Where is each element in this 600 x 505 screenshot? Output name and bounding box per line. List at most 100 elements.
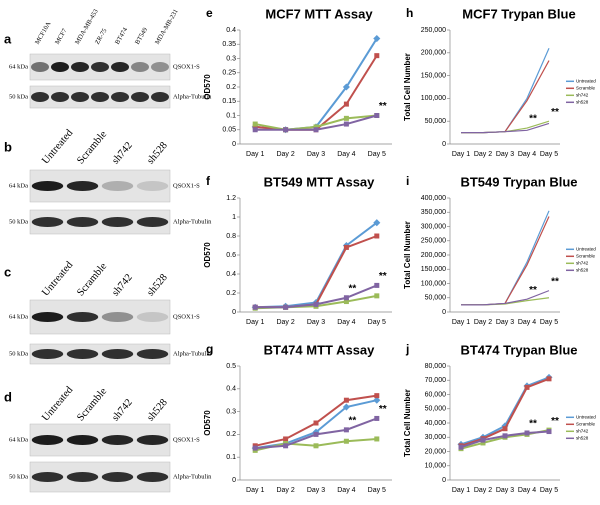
mw-label: 64 kDa xyxy=(9,182,28,189)
data-point xyxy=(480,440,486,446)
data-point xyxy=(373,219,381,227)
lane-label: sh742 xyxy=(110,397,135,423)
data-point xyxy=(252,304,258,310)
y-axis-label: Total Cell Number xyxy=(403,53,412,121)
data-point xyxy=(313,431,319,437)
lane-label: sh742 xyxy=(110,140,135,166)
y-tick-label: 200,000 xyxy=(421,50,446,57)
lane-label: BT549 xyxy=(134,27,149,46)
blot-band xyxy=(71,62,89,72)
legend-label: Scramble xyxy=(576,85,596,90)
data-point xyxy=(524,384,530,390)
legend-label: sh742 xyxy=(576,92,589,97)
data-point xyxy=(374,393,380,399)
data-line xyxy=(255,235,378,309)
data-point xyxy=(343,244,349,250)
y-tick-label: 60,000 xyxy=(425,391,447,398)
x-tick-label: Day 1 xyxy=(246,319,264,326)
lane-label: sh528 xyxy=(145,140,170,166)
blot-band xyxy=(31,217,64,227)
data-line xyxy=(461,290,550,306)
legend-label: Scramble xyxy=(576,253,596,258)
legend-label: sh742 xyxy=(576,428,589,433)
data-point xyxy=(252,445,258,451)
panel-letter: c xyxy=(4,264,11,279)
x-tick-label: Day 3 xyxy=(307,487,325,494)
y-tick-label: 0.2 xyxy=(226,84,236,91)
y-tick-label: 150,000 xyxy=(421,72,446,79)
x-tick-label: Day 3 xyxy=(496,319,514,326)
y-tick-label: 50,000 xyxy=(425,118,447,125)
blot-band xyxy=(31,472,64,482)
blot-band xyxy=(31,181,64,191)
y-tick-label: 40,000 xyxy=(425,420,447,427)
significance-mark: ** xyxy=(379,101,387,112)
x-tick-label: Day 3 xyxy=(307,151,325,158)
lane-label: sh528 xyxy=(145,397,170,423)
y-tick-label: 1 xyxy=(232,214,236,221)
x-tick-label: Day 3 xyxy=(496,151,514,158)
y-tick-label: 400,000 xyxy=(421,195,446,202)
data-point xyxy=(374,415,380,421)
blot-band xyxy=(66,217,99,227)
data-point xyxy=(283,127,289,133)
chart-title: BT474 MTT Assay xyxy=(264,342,376,357)
blot-membrane xyxy=(29,343,171,365)
significance-mark: ** xyxy=(551,107,559,118)
x-tick-label: Day 1 xyxy=(452,487,470,494)
y-tick-label: 80,000 xyxy=(425,363,447,370)
y-tick-label: 100,000 xyxy=(421,280,446,287)
panel-letter: f xyxy=(206,174,211,188)
blot-band xyxy=(111,92,129,102)
lane-label: BT474 xyxy=(114,26,129,46)
x-tick-label: Day 5 xyxy=(368,319,386,326)
blot-band xyxy=(101,312,134,322)
blot-band xyxy=(31,312,64,322)
data-point xyxy=(374,113,380,118)
data-point xyxy=(458,444,464,450)
data-point xyxy=(283,443,289,449)
chart-title: BT474 Trypan Blue xyxy=(460,342,577,357)
x-tick-label: Day 5 xyxy=(368,487,386,494)
y-tick-label: 70,000 xyxy=(425,377,447,384)
y-axis-label: OD570 xyxy=(203,242,212,268)
significance-mark: ** xyxy=(551,276,559,287)
y-tick-label: 0.3 xyxy=(226,408,236,415)
data-point xyxy=(283,304,289,310)
data-point xyxy=(313,127,319,133)
blot-band xyxy=(91,92,109,102)
blot-band xyxy=(111,62,129,72)
mw-label: 50 kDa xyxy=(9,473,28,480)
data-point xyxy=(374,293,380,299)
band-label: QSOX1-S xyxy=(173,313,200,320)
blot-band xyxy=(66,349,99,359)
x-tick-label: Day 2 xyxy=(276,151,294,158)
significance-mark: ** xyxy=(529,114,537,125)
blot-band xyxy=(101,349,134,359)
data-point xyxy=(374,436,380,442)
x-tick-label: Day 4 xyxy=(337,319,355,326)
panel-letter: i xyxy=(406,174,409,188)
data-point xyxy=(373,396,381,404)
y-tick-label: 0.2 xyxy=(226,290,236,297)
x-tick-label: Day 5 xyxy=(368,151,386,158)
blot-band xyxy=(136,217,169,227)
legend-label: sh528 xyxy=(576,267,589,272)
data-line xyxy=(461,122,550,134)
y-tick-label: 0.5 xyxy=(226,363,236,370)
blot-band xyxy=(136,472,169,482)
significance-mark: ** xyxy=(529,285,537,296)
blot-band xyxy=(31,62,49,72)
x-tick-label: Day 4 xyxy=(518,487,536,494)
lane-label: MDA-MB-231 xyxy=(154,8,180,46)
data-point xyxy=(480,437,486,443)
significance-mark: ** xyxy=(551,416,559,427)
significance-mark: ** xyxy=(349,415,357,426)
y-tick-label: 0.4 xyxy=(226,386,236,393)
lane-label: MCF7 xyxy=(54,27,69,46)
data-point xyxy=(313,301,319,307)
data-point xyxy=(342,83,350,91)
blot-band xyxy=(101,435,134,445)
lane-label: Scramble xyxy=(75,386,109,424)
